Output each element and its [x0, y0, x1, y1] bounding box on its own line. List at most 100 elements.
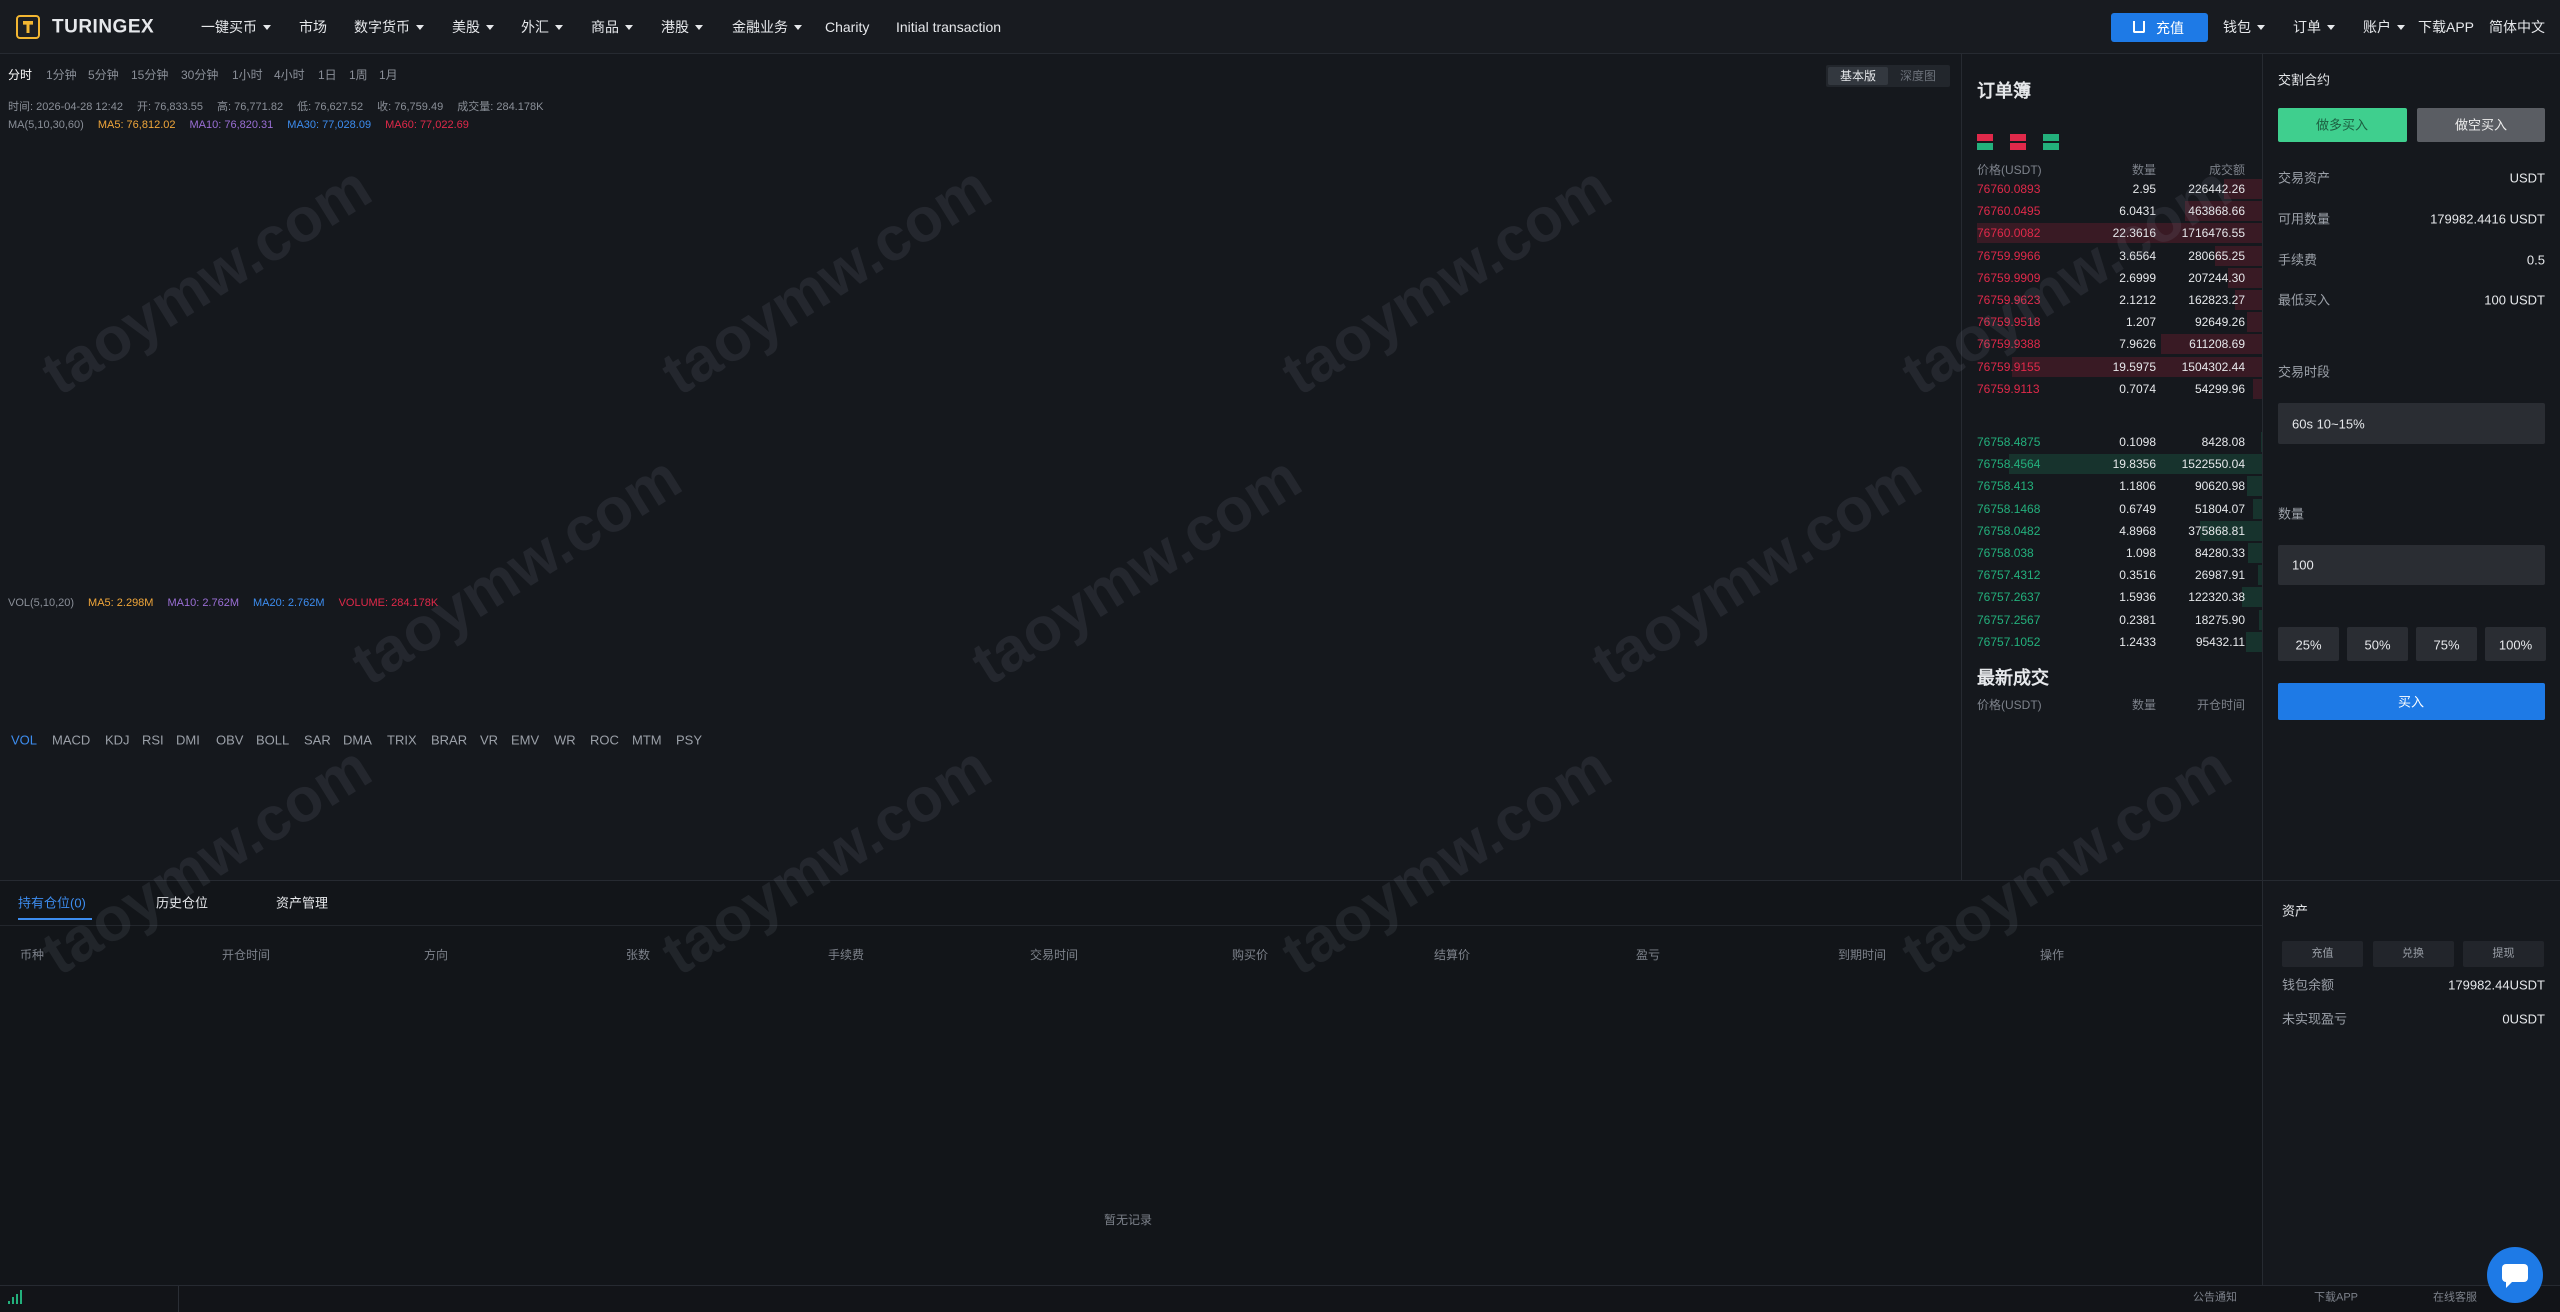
interval-tab[interactable]: 30分钟	[181, 68, 219, 82]
orderbook-mode[interactable]	[1977, 134, 1993, 150]
positions-tab[interactable]: 资产管理	[276, 895, 329, 911]
indicator-tab[interactable]: DMI	[176, 732, 200, 748]
orderbook-mode[interactable]	[2043, 134, 2059, 150]
book-price: 76760.0893	[1977, 182, 2041, 196]
legend-item: 低: 76,627.52	[297, 101, 364, 113]
percent-button[interactable]	[2416, 627, 2477, 661]
field-label: 可用数量	[2278, 211, 2331, 227]
indicator-tab[interactable]: KDJ	[105, 732, 130, 748]
interval-tab[interactable]: 1小时	[232, 68, 263, 82]
header-menu[interactable]: 下载APP	[2418, 19, 2475, 35]
interval-tab[interactable]: 5分钟	[88, 68, 119, 82]
header-menu[interactable]: 钱包	[2223, 20, 2265, 34]
nav-item[interactable]: 金融业务	[732, 20, 802, 34]
legend-row: 时间: 2026-04-28 12:42 开: 76,833.55 高: 76,77…	[8, 98, 1508, 114]
book-qty: 0.7074	[2119, 381, 2156, 396]
interval-tab[interactable]: 4小时	[274, 68, 305, 82]
book-price: 76758.038	[1977, 546, 2034, 560]
book-price: 76759.9966	[1977, 248, 2041, 263]
book-amount: 207244.30	[2188, 270, 2245, 285]
field-value: 179982.4416 USDT	[2430, 211, 2545, 227]
footer-link[interactable]: 下载APP	[2314, 1291, 2359, 1304]
view-active	[1828, 67, 1888, 85]
asset-button[interactable]	[2282, 941, 2363, 967]
view-tab[interactable]: 深度图	[1899, 69, 1937, 83]
indicator-tab[interactable]: DMA	[343, 732, 372, 748]
short-button[interactable]	[2417, 108, 2545, 142]
indicator-tab[interactable]: PSY	[676, 732, 703, 748]
nav-item[interactable]: 美股	[452, 20, 494, 34]
positions-tab[interactable]: 历史仓位	[156, 895, 209, 911]
book-amount: 92649.26	[2194, 315, 2245, 330]
signal-bar	[16, 1293, 18, 1304]
depth-bar	[2012, 356, 2262, 377]
interval-tab[interactable]: 15分钟	[131, 68, 169, 82]
indicator-tab[interactable]: BOLL	[256, 732, 290, 748]
header-menu[interactable]: 简体中文	[2489, 19, 2545, 35]
indicator-tab[interactable]: ROC	[590, 732, 619, 748]
nav-item[interactable]: 商品	[591, 20, 633, 34]
nav-item[interactable]: Initial transaction	[896, 19, 1002, 35]
short-label: 做空买入	[2454, 117, 2508, 133]
indicator-tab[interactable]: EMV	[511, 732, 540, 748]
depth-bar	[2234, 290, 2262, 310]
percent-button[interactable]	[2278, 627, 2339, 661]
header-menu[interactable]: 账户	[2363, 20, 2405, 34]
trade-panel	[2262, 54, 2560, 1285]
period-select[interactable]	[2278, 403, 2545, 444]
nav-item[interactable]: 市场	[299, 19, 327, 35]
book-qty: 0.6749	[2119, 501, 2156, 516]
asset-button[interactable]	[2463, 941, 2544, 967]
indicator-tab[interactable]: RSI	[142, 732, 164, 748]
nav-item[interactable]: Charity	[825, 19, 870, 35]
interval-tab[interactable]: 1周	[349, 68, 368, 82]
indicator-tab[interactable]: BRAR	[431, 732, 468, 748]
buy-button[interactable]	[2278, 683, 2545, 720]
positions-tab[interactable]: 持有仓位(0)	[18, 895, 86, 911]
book-price: 76760.0495	[1977, 204, 2041, 219]
book-amount: 90620.98	[2194, 479, 2245, 494]
asset-button[interactable]	[2372, 941, 2454, 967]
book-qty: 22.3616	[2112, 226, 2156, 241]
indicator-tab[interactable]: MACD	[52, 732, 91, 748]
indicator-tab[interactable]: VOL	[11, 732, 38, 748]
column-header: 交易时间	[1030, 948, 1079, 962]
nav-item[interactable]: 数字货币	[354, 20, 424, 34]
view-tab[interactable]: 基本版	[1839, 69, 1877, 83]
indicator-tab[interactable]: VR	[480, 732, 499, 748]
nav-item[interactable]: 一键买币	[201, 20, 271, 34]
interval-tab[interactable]: 分时	[8, 68, 33, 82]
deposit-button[interactable]	[2111, 13, 2208, 42]
percent-button[interactable]	[2347, 627, 2408, 661]
indicator-tab[interactable]: TRIX	[387, 732, 417, 748]
book-price: 76759.9623	[1977, 293, 2041, 307]
mode-bottom	[2043, 143, 2059, 150]
depth-bar	[2260, 432, 2262, 452]
header-menu[interactable]: 订单	[2293, 20, 2335, 34]
chat-button[interactable]	[2487, 1247, 2543, 1303]
interval-tab[interactable]: 1月	[379, 68, 398, 82]
orderbook-mode[interactable]	[2010, 134, 2026, 150]
book-amount: 280665.25	[2188, 248, 2245, 263]
book-amount: 611208.69	[2189, 337, 2245, 352]
indicator-tab[interactable]: WR	[554, 732, 576, 748]
asset-button-label: 兑换	[2402, 947, 2424, 960]
mode-bottom	[2010, 143, 2026, 150]
asset-value: 179982.44USDT	[2448, 977, 2545, 993]
interval-tab[interactable]: 1日	[318, 68, 337, 82]
long-button[interactable]	[2278, 108, 2407, 142]
percent-button[interactable]	[2485, 627, 2546, 661]
nav-item[interactable]: 外汇	[521, 20, 563, 34]
legend-item: VOLUME: 284.178K	[338, 597, 439, 609]
deposit-icon	[2133, 21, 2145, 33]
indicator-tab[interactable]: SAR	[304, 732, 331, 748]
footer-link[interactable]: 在线客服	[2433, 1291, 2477, 1304]
interval-tab[interactable]: 1分钟	[46, 68, 77, 82]
book-price: 76760.0082	[1977, 226, 2041, 241]
nav-item[interactable]: 港股	[661, 20, 703, 34]
amount-input[interactable]	[2278, 545, 2545, 585]
indicator-tab[interactable]: OBV	[216, 732, 244, 748]
footer-link[interactable]: 公告通知	[2193, 1291, 2237, 1304]
legend-item: MA20: 2.762M	[253, 597, 325, 609]
indicator-tab[interactable]: MTM	[632, 732, 662, 748]
